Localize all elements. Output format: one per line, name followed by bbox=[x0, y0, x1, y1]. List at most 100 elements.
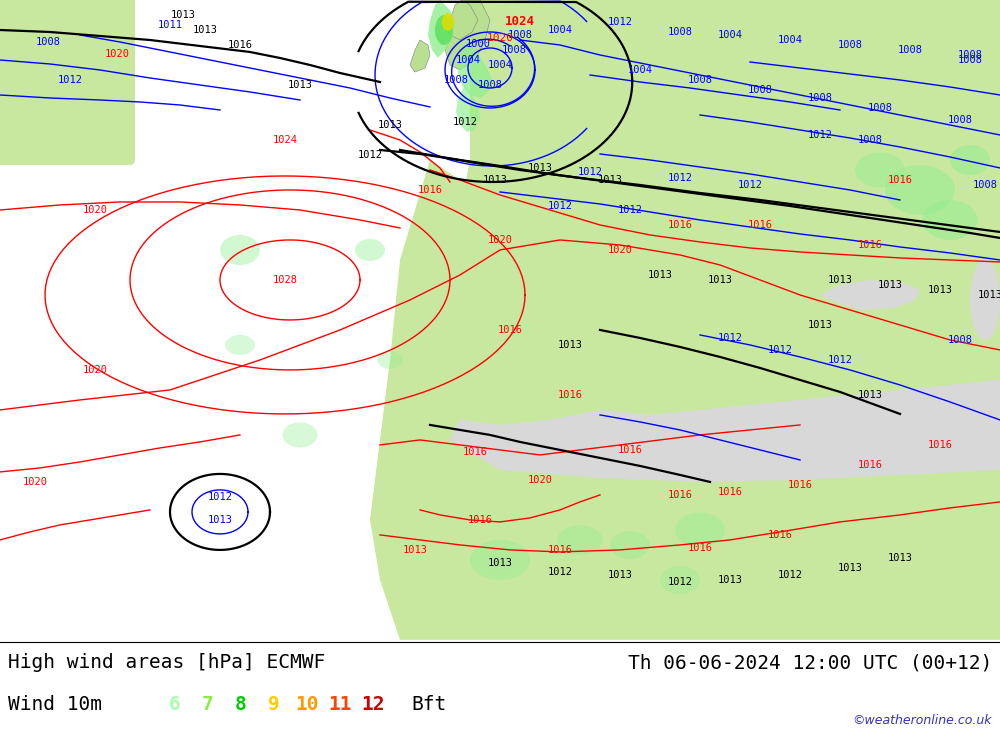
Text: 1016: 1016 bbox=[858, 460, 883, 470]
Text: 1008: 1008 bbox=[36, 37, 60, 47]
Text: 1012: 1012 bbox=[738, 180, 763, 190]
Text: 1008: 1008 bbox=[898, 45, 922, 55]
Text: 1016: 1016 bbox=[558, 390, 582, 400]
Text: 1008: 1008 bbox=[748, 85, 772, 95]
Text: 1008: 1008 bbox=[858, 135, 883, 145]
Text: 1012: 1012 bbox=[808, 130, 832, 140]
Text: 1004: 1004 bbox=[488, 60, 512, 70]
Text: 1004: 1004 bbox=[548, 25, 572, 35]
Ellipse shape bbox=[220, 235, 260, 265]
Text: 1013: 1013 bbox=[828, 275, 852, 285]
Text: 1012: 1012 bbox=[608, 17, 633, 27]
Polygon shape bbox=[410, 40, 430, 72]
Text: 1020: 1020 bbox=[608, 245, 633, 255]
Polygon shape bbox=[820, 280, 920, 310]
Text: 1024: 1024 bbox=[505, 15, 535, 29]
Ellipse shape bbox=[855, 152, 905, 188]
Text: 1013: 1013 bbox=[558, 340, 582, 350]
Polygon shape bbox=[445, 0, 478, 40]
Text: 1013: 1013 bbox=[858, 390, 883, 400]
FancyBboxPatch shape bbox=[0, 0, 135, 165]
Text: 1013: 1013 bbox=[598, 175, 622, 185]
Text: 1004: 1004 bbox=[718, 30, 742, 40]
Text: 1008: 1008 bbox=[688, 75, 712, 85]
Text: Th 06-06-2024 12:00 UTC (00+12): Th 06-06-2024 12:00 UTC (00+12) bbox=[628, 653, 992, 672]
Polygon shape bbox=[370, 160, 1000, 640]
Text: 1012: 1012 bbox=[208, 492, 232, 502]
Text: 12: 12 bbox=[361, 696, 385, 715]
Text: Wind 10m: Wind 10m bbox=[8, 696, 102, 715]
Text: 1013: 1013 bbox=[528, 163, 552, 173]
Text: 1012: 1012 bbox=[768, 345, 792, 355]
Text: 1012: 1012 bbox=[718, 333, 742, 343]
Text: 1013: 1013 bbox=[808, 320, 832, 330]
Text: 1013: 1013 bbox=[978, 290, 1000, 300]
Text: 1016: 1016 bbox=[768, 530, 792, 540]
Text: 1016: 1016 bbox=[668, 220, 692, 230]
Text: 1013: 1013 bbox=[888, 553, 912, 563]
Text: 1013: 1013 bbox=[838, 563, 862, 573]
Text: 1012: 1012 bbox=[452, 117, 478, 127]
Text: 1012: 1012 bbox=[548, 567, 572, 577]
Text: 1012: 1012 bbox=[548, 201, 572, 211]
Text: 1013: 1013 bbox=[378, 120, 402, 130]
Polygon shape bbox=[450, 380, 1000, 482]
Text: 1004: 1004 bbox=[778, 35, 802, 45]
Ellipse shape bbox=[660, 566, 700, 594]
Text: 1016: 1016 bbox=[888, 175, 912, 185]
Polygon shape bbox=[458, 40, 492, 98]
Text: 1013: 1013 bbox=[288, 80, 312, 90]
Text: 1013: 1013 bbox=[402, 545, 428, 555]
Text: 1013: 1013 bbox=[928, 285, 952, 295]
Text: 1013: 1013 bbox=[488, 558, 512, 568]
Text: Bft: Bft bbox=[411, 696, 446, 715]
Text: 1016: 1016 bbox=[688, 543, 712, 553]
Text: 1008: 1008 bbox=[808, 93, 832, 103]
Text: 1008: 1008 bbox=[502, 45, 526, 55]
Text: ©weatheronline.co.uk: ©weatheronline.co.uk bbox=[852, 715, 992, 727]
Text: 1004: 1004 bbox=[628, 65, 652, 75]
Text: 1016: 1016 bbox=[462, 447, 488, 457]
Text: 1013: 1013 bbox=[708, 275, 732, 285]
Text: 1004: 1004 bbox=[456, 55, 480, 65]
Ellipse shape bbox=[442, 13, 454, 31]
Ellipse shape bbox=[378, 351, 402, 369]
Text: 1008: 1008 bbox=[868, 103, 893, 113]
Ellipse shape bbox=[355, 239, 385, 261]
Text: 1012: 1012 bbox=[358, 150, 382, 160]
Ellipse shape bbox=[283, 422, 318, 447]
Text: 10: 10 bbox=[295, 696, 319, 715]
Ellipse shape bbox=[225, 335, 255, 355]
Text: 1008: 1008 bbox=[838, 40, 862, 50]
Text: 1016: 1016 bbox=[928, 440, 952, 450]
Text: 1008: 1008 bbox=[972, 180, 998, 190]
Text: 1008: 1008 bbox=[958, 50, 982, 60]
Ellipse shape bbox=[885, 165, 955, 215]
Text: 1016: 1016 bbox=[788, 480, 812, 490]
Text: 1008: 1008 bbox=[478, 80, 503, 90]
Ellipse shape bbox=[558, 525, 602, 555]
Text: 1013: 1013 bbox=[208, 515, 232, 525]
Text: 1008: 1008 bbox=[958, 55, 982, 65]
Ellipse shape bbox=[470, 540, 530, 580]
Text: 1016: 1016 bbox=[718, 487, 742, 497]
Text: 1012: 1012 bbox=[668, 173, 692, 183]
Text: 1016: 1016 bbox=[228, 40, 252, 50]
Ellipse shape bbox=[950, 145, 990, 175]
Text: 1012: 1012 bbox=[778, 570, 802, 580]
Text: 1016: 1016 bbox=[468, 515, 492, 525]
Text: 1016: 1016 bbox=[618, 445, 642, 455]
Ellipse shape bbox=[675, 512, 725, 548]
Text: 7: 7 bbox=[202, 696, 214, 715]
Text: 1020: 1020 bbox=[82, 205, 108, 215]
Ellipse shape bbox=[610, 531, 650, 559]
Text: 1016: 1016 bbox=[498, 325, 522, 335]
Text: 11: 11 bbox=[328, 696, 352, 715]
Text: 1016: 1016 bbox=[548, 545, 572, 555]
Ellipse shape bbox=[435, 15, 453, 45]
Text: 8: 8 bbox=[235, 696, 247, 715]
Text: 1016: 1016 bbox=[668, 490, 692, 500]
Text: 1013: 1013 bbox=[482, 175, 508, 185]
Text: 1028: 1028 bbox=[272, 275, 298, 285]
Polygon shape bbox=[450, 0, 1000, 350]
